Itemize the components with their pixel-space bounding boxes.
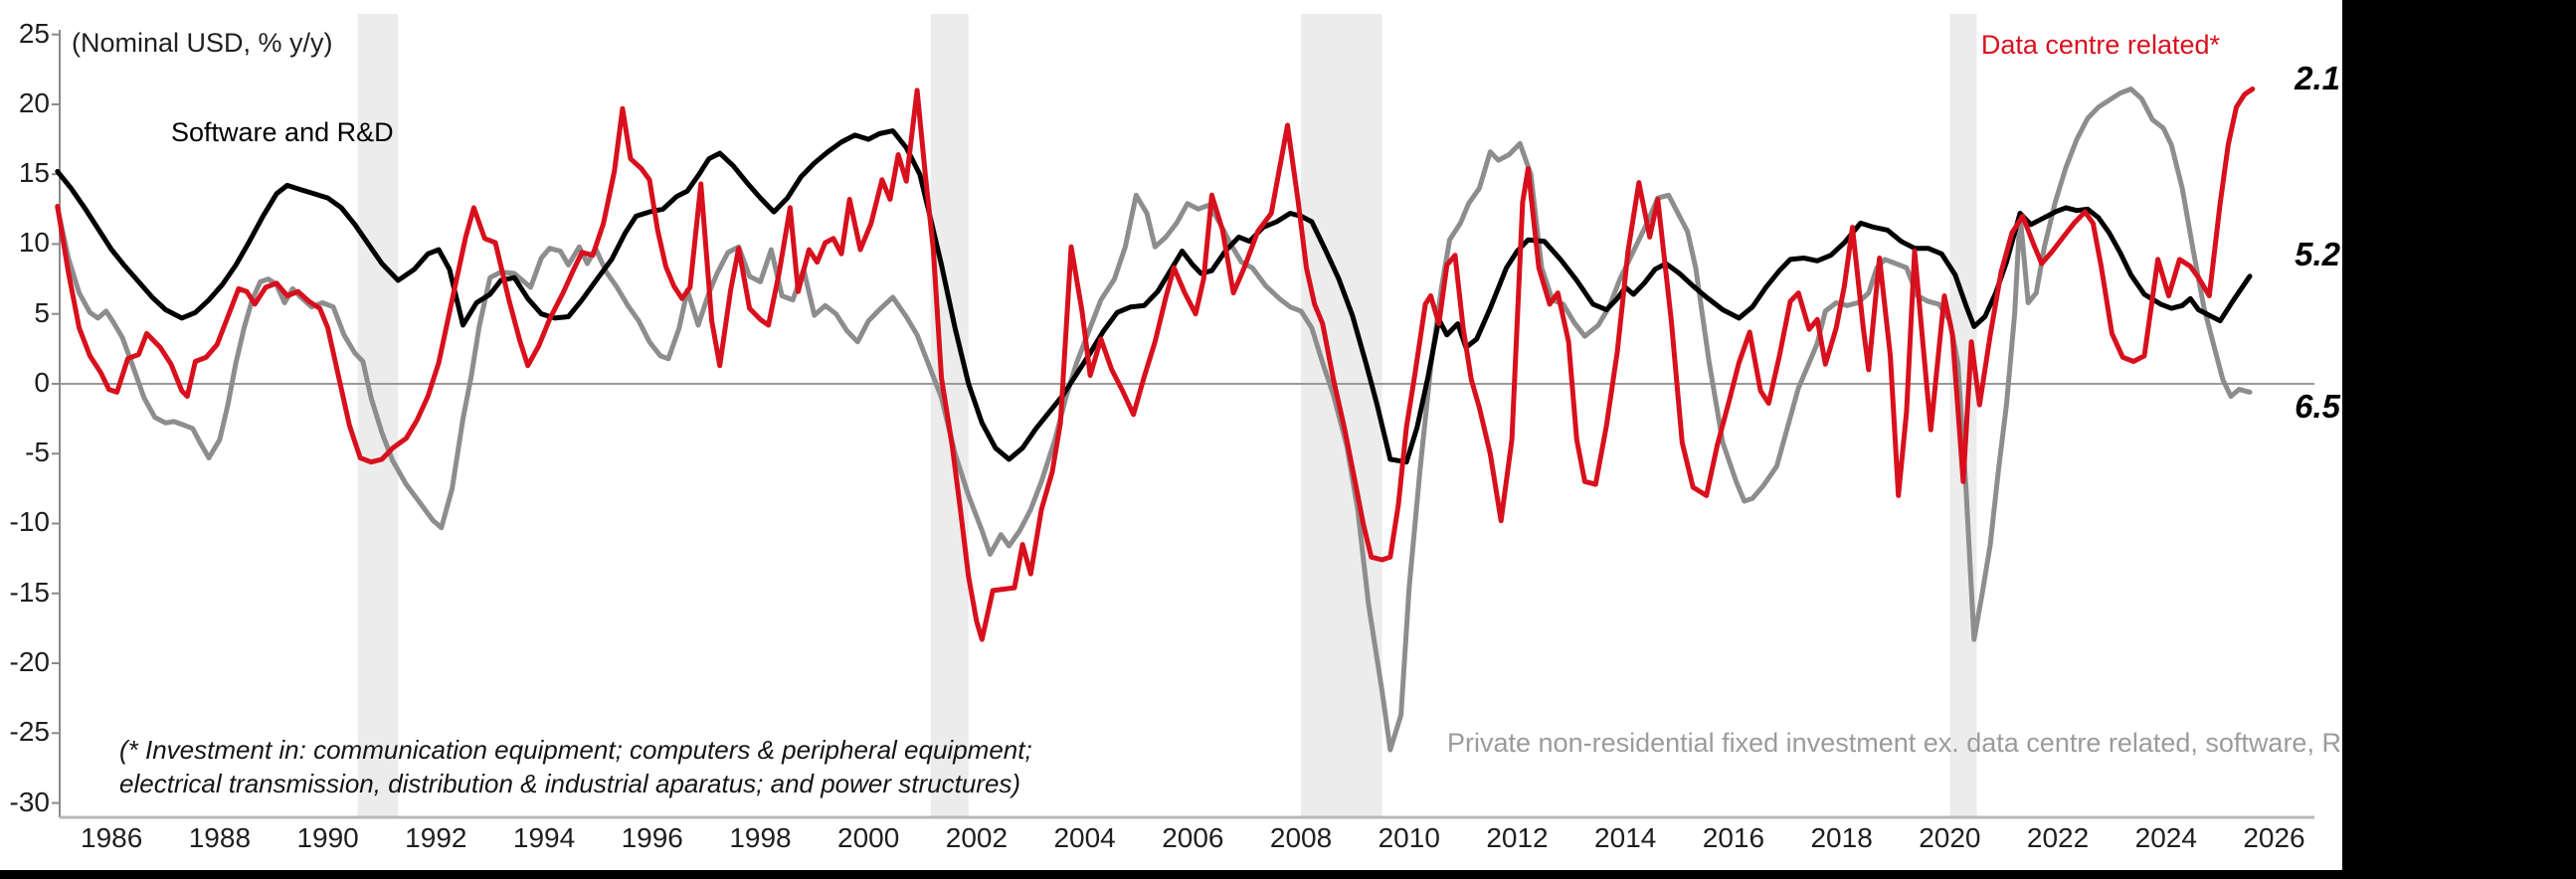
- x-tick-label: 2000: [837, 822, 900, 853]
- end-value-label: 5.2: [2295, 235, 2340, 272]
- y-tick-label: -10: [9, 506, 50, 538]
- x-tick-label: 2008: [1269, 822, 1333, 853]
- y-tick-label: 0: [34, 366, 50, 398]
- series-line: [55, 128, 2253, 465]
- x-tick-label: 2006: [1162, 822, 1224, 853]
- end-value-label: 2.1: [2295, 59, 2340, 96]
- y-tick-label: 25: [18, 17, 50, 49]
- bottom-black-bar: [0, 870, 2576, 879]
- y-tick-label: -25: [9, 716, 50, 748]
- x-tick-label: 2002: [945, 822, 1009, 853]
- end-value-label: 6.5: [2295, 387, 2340, 425]
- y-tick-label: 15: [18, 157, 50, 189]
- x-tick-label: 2024: [2134, 822, 2197, 853]
- x-tick-label: 2016: [1702, 822, 1765, 853]
- x-tick-label: 1990: [296, 822, 359, 853]
- x-tick-label: 1988: [188, 822, 252, 853]
- y-tick-label: -5: [25, 437, 50, 468]
- y-tick-label: 20: [18, 87, 50, 118]
- x-tick-label: 1992: [405, 822, 467, 853]
- x-tick-label: 1986: [81, 822, 143, 853]
- y-tick-label: -20: [9, 646, 50, 677]
- y-tick-label: -30: [9, 786, 50, 817]
- x-tick-label: 2004: [1053, 822, 1116, 853]
- y-tick-label: 10: [18, 227, 50, 259]
- footnote-line-1: (* Investment in: communication equipmen…: [119, 735, 1032, 765]
- x-tick-label: 2010: [1378, 822, 1440, 853]
- footnote-line-2: electrical transmission, distribution & …: [119, 769, 1021, 798]
- x-tick-label: 2022: [2026, 822, 2090, 853]
- x-tick-label: 1994: [512, 822, 576, 853]
- y-tick-label: 5: [34, 296, 50, 328]
- right-black-mask: [2342, 0, 2576, 879]
- x-tick-label: 1998: [729, 822, 792, 853]
- x-tick-label: 2018: [1810, 822, 1873, 853]
- y-tick-label: -15: [9, 576, 50, 608]
- x-tick-label: 1996: [621, 822, 683, 853]
- series-line: [55, 87, 2256, 642]
- x-tick-label: 2014: [1594, 822, 1657, 853]
- series-label-private-nonres: Private non-residential fixed investment…: [1447, 728, 2379, 758]
- x-tick-label: 2012: [1486, 822, 1549, 853]
- x-tick-label: 2020: [1919, 822, 1981, 853]
- axis-units-label: (Nominal USD, % y/y): [72, 28, 333, 58]
- series-label-software-rd: Software and R&D: [171, 117, 394, 147]
- series-label-data-centre: Data centre related*: [1980, 30, 2220, 60]
- x-tick-label: 2026: [2243, 822, 2305, 853]
